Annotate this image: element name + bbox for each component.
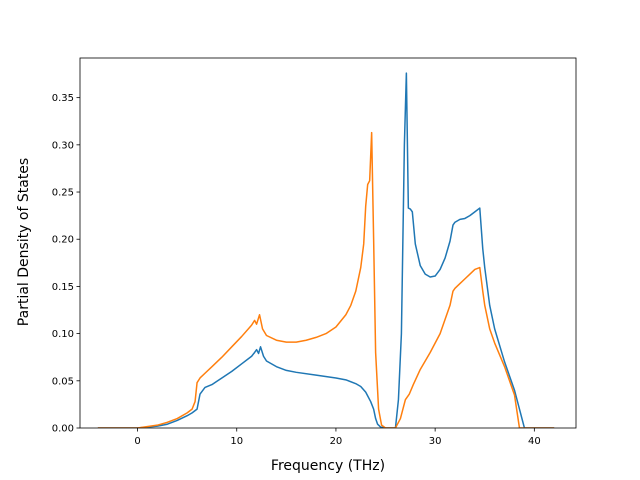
series-line-1: [97, 72, 555, 428]
y-tick-label: 0.15: [52, 282, 74, 293]
x-tick-label: 20: [330, 436, 343, 447]
series-line-2: [97, 131, 555, 428]
y-tick-label: 0.20: [52, 235, 74, 246]
y-tick-label: 0.25: [52, 188, 74, 199]
axes-frame: [79, 57, 577, 429]
y-axis-title: Partial Density of States: [16, 158, 32, 326]
x-tick-label: 0: [134, 436, 140, 447]
y-tick-label: 0.05: [52, 376, 74, 387]
y-tick-label: 0.35: [52, 93, 74, 104]
series-layer: [97, 72, 555, 428]
x-axis-title: Frequency (THz): [271, 458, 385, 474]
x-tick-label: 40: [528, 436, 541, 447]
y-tick-label: 0.10: [52, 329, 74, 340]
axes-layer: 0 10 20 30 40 0.00 0.05 0.10 0.15 0.20 0.25 0.30 0.3…: [52, 57, 577, 447]
x-tick-label: 10: [230, 436, 243, 447]
y-tick-label: 0.00: [52, 424, 74, 435]
x-tick-label: 30: [429, 436, 442, 447]
y-tick-label: 0.30: [52, 140, 74, 151]
